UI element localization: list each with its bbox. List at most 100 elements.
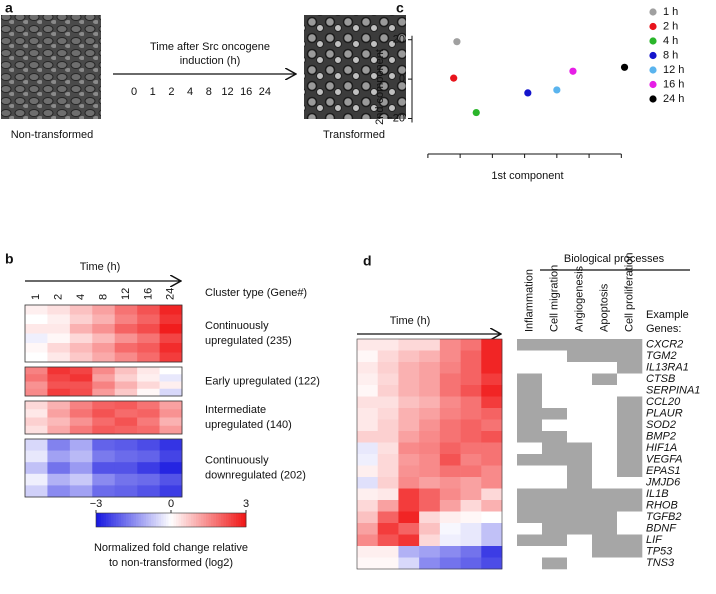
membership-cell [567, 488, 593, 501]
colorbar-step [153, 513, 157, 527]
heatmap-cell [114, 450, 138, 463]
heatmap-cell [377, 339, 399, 351]
heatmap-cell [137, 367, 160, 375]
heatmap-cell [92, 343, 116, 353]
heatmap-cell [137, 462, 160, 475]
arrow-text: induction (h) [180, 55, 241, 67]
heatmap-cell [377, 431, 399, 443]
heatmap-cell [357, 339, 379, 351]
membership-cell [592, 396, 618, 409]
heatmap-cell [481, 511, 503, 524]
heatmap-cell [25, 374, 48, 382]
membership-cell [542, 454, 568, 466]
cluster-label: upregulated (140) [205, 419, 292, 431]
colorbar-step [111, 513, 114, 527]
heatmap-cell [398, 557, 420, 570]
heatmap-cell [398, 465, 420, 478]
heatmap-cell [460, 396, 482, 409]
heatmap-cell [69, 381, 93, 390]
heatmap-frame [356, 338, 503, 570]
heatmap-cell [25, 388, 48, 397]
membership-cell [567, 500, 593, 512]
heatmap-cell [481, 396, 503, 409]
heatmap-cell [377, 465, 399, 478]
gene-label: CTSB [646, 373, 675, 385]
membership-cell [517, 419, 543, 432]
caption: Non-transformed [11, 129, 94, 141]
colorbar-step [238, 513, 242, 527]
heatmap-cell [377, 500, 399, 512]
timepoint: 1 [150, 86, 156, 98]
membership-cell [567, 350, 593, 363]
heatmap-cell [47, 425, 71, 435]
legend-swatch [649, 95, 657, 103]
membership-cell [617, 385, 643, 397]
colorbar-step [171, 513, 174, 527]
y-tick-label: −20 [386, 112, 405, 124]
point [450, 74, 458, 82]
heatmap-cell [460, 557, 482, 570]
colorbar-step [188, 513, 192, 527]
heatmap-cell [69, 409, 93, 418]
heatmap-cell [357, 431, 379, 443]
colorbar-step [201, 513, 204, 527]
process-label: Apoptosis [598, 283, 610, 332]
heatmap-cell [114, 473, 138, 486]
heatmap-cell [419, 477, 441, 489]
colorbar-step [223, 513, 227, 527]
heatmap-cell [398, 339, 420, 351]
heatmap-cell [159, 324, 183, 334]
heatmap-cell [419, 408, 441, 420]
colorbar-step [143, 513, 147, 527]
heatmap-cell [25, 314, 48, 325]
heatmap-cell [460, 385, 482, 397]
heatmap-cell [398, 419, 420, 432]
colorbar-step [196, 513, 199, 527]
membership-cell [567, 396, 593, 409]
heatmap-cell [69, 305, 93, 315]
heatmap-cell [92, 388, 116, 397]
heatmap-cell [137, 439, 160, 451]
heatmap-cell [398, 385, 420, 397]
membership-cell [567, 385, 593, 397]
process-label: Angiogenesis [573, 265, 585, 332]
heatmap-cell [419, 465, 441, 478]
heatmap-cell [25, 324, 48, 334]
colorbar-tick-label: 0 [168, 498, 174, 510]
heatmap-cell [137, 473, 160, 486]
heatmap-cell [137, 305, 160, 315]
heatmap-cell [25, 333, 48, 344]
heatmap-cell [439, 431, 461, 443]
heatmap-cell [357, 465, 379, 478]
heatmap-cell [69, 462, 93, 475]
heatmap-cell [47, 450, 71, 463]
cluster-label: Continuously [205, 320, 269, 332]
heatmap-cell [69, 439, 93, 451]
legend-label: 1 h [663, 6, 678, 18]
heatmap-cell [47, 409, 71, 418]
heatmap-cell [114, 305, 138, 315]
y-tick-label: 0 [399, 73, 405, 85]
colorbar-step [158, 513, 162, 527]
heatmap-cell [377, 511, 399, 524]
colorbar-step [103, 513, 107, 527]
heatmap-cell [460, 442, 482, 455]
colorbar-step [178, 513, 182, 527]
heatmap-cell [377, 488, 399, 501]
membership-cell [592, 408, 618, 420]
membership-cell [542, 534, 568, 547]
heatmap-cell [69, 314, 93, 325]
heatmap-cell [114, 439, 138, 451]
membership-cell [517, 454, 543, 466]
timepoint: 0 [131, 86, 137, 98]
micrograph [304, 15, 406, 119]
colorbar-title: to non-transformed (log2) [109, 557, 233, 569]
heatmap-cell [47, 352, 71, 363]
heatmap-cell [419, 350, 441, 363]
colorbar-step [131, 513, 134, 527]
membership-cell [592, 534, 618, 547]
heatmap-cell [92, 305, 116, 315]
heatmap-cell [419, 546, 441, 558]
membership-cell [517, 362, 543, 374]
heatmap-cell [481, 500, 503, 512]
